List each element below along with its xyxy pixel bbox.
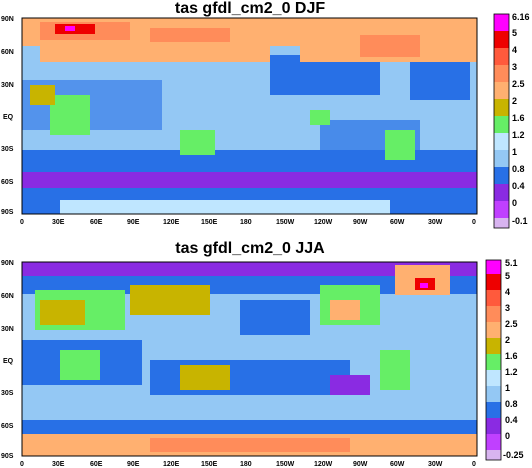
colorbar-label: 0.8 bbox=[505, 399, 518, 409]
colorbar-label: 1.6 bbox=[505, 351, 518, 361]
lon-label: 60E bbox=[90, 461, 103, 468]
lat-label: 90S bbox=[1, 209, 14, 216]
lon-label: 150E bbox=[201, 461, 218, 468]
panel-title-jja: tas gfdl_cm2_0 JJA bbox=[175, 240, 325, 257]
lon-label: 0 bbox=[472, 461, 476, 468]
lon-label: 60W bbox=[390, 461, 405, 468]
colorbar-label: 0.4 bbox=[505, 415, 518, 425]
lat-label: 90N bbox=[1, 16, 14, 23]
lat-label: EQ bbox=[3, 358, 14, 365]
lon-label: 90E bbox=[127, 219, 140, 226]
lon-label: 30W bbox=[428, 219, 443, 226]
lat-label: 60N bbox=[1, 293, 14, 300]
colorbar-label: 4 bbox=[505, 287, 510, 297]
colorbar-label: 0.8 bbox=[512, 164, 525, 174]
lon-label: 180 bbox=[240, 219, 252, 226]
lat-label: 30N bbox=[1, 82, 14, 89]
colorbar-label: 1 bbox=[512, 147, 517, 157]
colorbar-label: -0.1 bbox=[512, 216, 528, 226]
colorbar-label: 4 bbox=[512, 45, 517, 55]
lat-label: EQ bbox=[3, 114, 14, 121]
lon-label: 90W bbox=[353, 219, 368, 226]
lat-axis-djf: 90N 60N 30N EQ 30S 60S 90S bbox=[1, 16, 14, 216]
panel-title-djf: tas gfdl_cm2_0 DJF bbox=[174, 0, 326, 17]
lon-label: 120W bbox=[314, 219, 333, 226]
lon-label: 150W bbox=[276, 461, 295, 468]
colorbar-label: 1.6 bbox=[512, 113, 525, 123]
map-jja bbox=[21, 261, 478, 457]
lon-label: 120W bbox=[314, 461, 333, 468]
lon-label: 30E bbox=[52, 219, 65, 226]
colorbar-jja: 5.1 5 4 3 2.5 2 1.6 1.2 1 0.8 0.4 0 -0.2… bbox=[485, 258, 524, 461]
lat-label: 30S bbox=[1, 146, 14, 153]
lon-axis-djf: 0 30E 60E 90E 120E 150E 180 150W 120W 90… bbox=[20, 219, 476, 226]
colorbar-label: 3 bbox=[505, 303, 510, 313]
colorbar-label: 5 bbox=[512, 28, 517, 38]
colorbar-label: 2 bbox=[505, 335, 510, 345]
colorbar-label: 1.2 bbox=[505, 367, 518, 377]
lat-label: 60N bbox=[1, 49, 14, 56]
colorbar-label: 5 bbox=[505, 271, 510, 281]
lon-label: 120E bbox=[163, 219, 180, 226]
lon-label: 180 bbox=[240, 461, 252, 468]
lon-label: 90W bbox=[353, 461, 368, 468]
colorbar-label: 2.5 bbox=[505, 319, 518, 329]
lon-label: 60E bbox=[90, 219, 103, 226]
lon-label: 60W bbox=[390, 219, 405, 226]
colorbar-label: 5.1 bbox=[505, 258, 518, 268]
lon-label: 0 bbox=[20, 461, 24, 468]
colorbar-label: 1.2 bbox=[512, 130, 525, 140]
lon-label: 0 bbox=[20, 219, 24, 226]
lon-label: 30W bbox=[428, 461, 443, 468]
lon-label: 0 bbox=[472, 219, 476, 226]
lat-label: 30N bbox=[1, 326, 14, 333]
colorbar-label: 0.4 bbox=[512, 181, 525, 191]
lon-label: 150E bbox=[201, 219, 218, 226]
colorbar-label: 0 bbox=[505, 431, 510, 441]
colorbar-label: 6.16 bbox=[512, 12, 530, 22]
lon-axis-jja: 0 30E 60E 90E 120E 150E 180 150W 120W 90… bbox=[20, 461, 476, 468]
colorbar-label: 3 bbox=[512, 62, 517, 72]
colorbar-label: 2 bbox=[512, 96, 517, 106]
lat-label: 90S bbox=[1, 453, 14, 460]
lat-label: 60S bbox=[1, 179, 14, 186]
lat-label: 30S bbox=[1, 390, 14, 397]
lon-label: 150W bbox=[276, 219, 295, 226]
colorbar-label: 1 bbox=[505, 383, 510, 393]
colorbar-djf: 6.16 5 4 3 2.5 2 1.6 1.2 1 0.8 0.4 0 -0.… bbox=[493, 12, 530, 229]
lat-label: 60S bbox=[1, 423, 14, 430]
colorbar-label: 2.5 bbox=[512, 79, 525, 89]
lon-label: 30E bbox=[52, 461, 65, 468]
colorbar-label: 0 bbox=[512, 198, 517, 208]
lon-label: 90E bbox=[127, 461, 140, 468]
map-djf bbox=[21, 17, 478, 215]
lon-label: 120E bbox=[163, 461, 180, 468]
lat-label: 90N bbox=[1, 260, 14, 267]
colorbar-label: -0.25 bbox=[503, 450, 524, 460]
lat-axis-jja: 90N 60N 30N EQ 30S 60S 90S bbox=[1, 260, 14, 460]
